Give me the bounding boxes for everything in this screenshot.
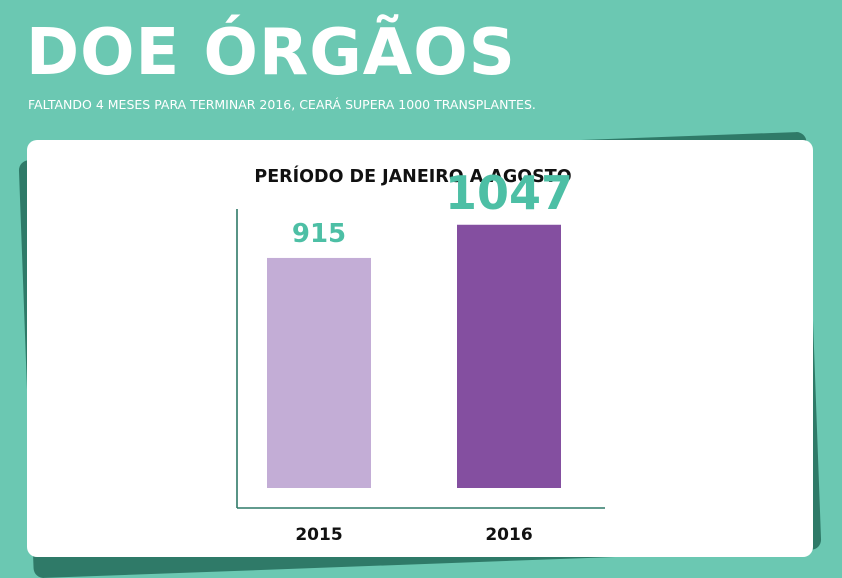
chart-title: PERÍODO DE JANEIRO A AGOSTO bbox=[254, 165, 571, 187]
chart-card bbox=[27, 140, 813, 557]
page-subtitle: FALTANDO 4 MESES PARA TERMINAR 2016, CEA… bbox=[28, 97, 536, 112]
x-tick-label-2015: 2015 bbox=[295, 525, 342, 545]
page-title: DOE ÓRGÃOS bbox=[26, 16, 516, 90]
x-tick-label-2016: 2016 bbox=[485, 525, 532, 545]
chart-marks: 915 2015 1047 2016 bbox=[267, 166, 573, 545]
bar-2015 bbox=[267, 257, 371, 488]
data-label-2016: 1047 bbox=[445, 166, 573, 220]
bar-2016 bbox=[457, 224, 561, 489]
data-label-2015: 915 bbox=[292, 219, 346, 249]
